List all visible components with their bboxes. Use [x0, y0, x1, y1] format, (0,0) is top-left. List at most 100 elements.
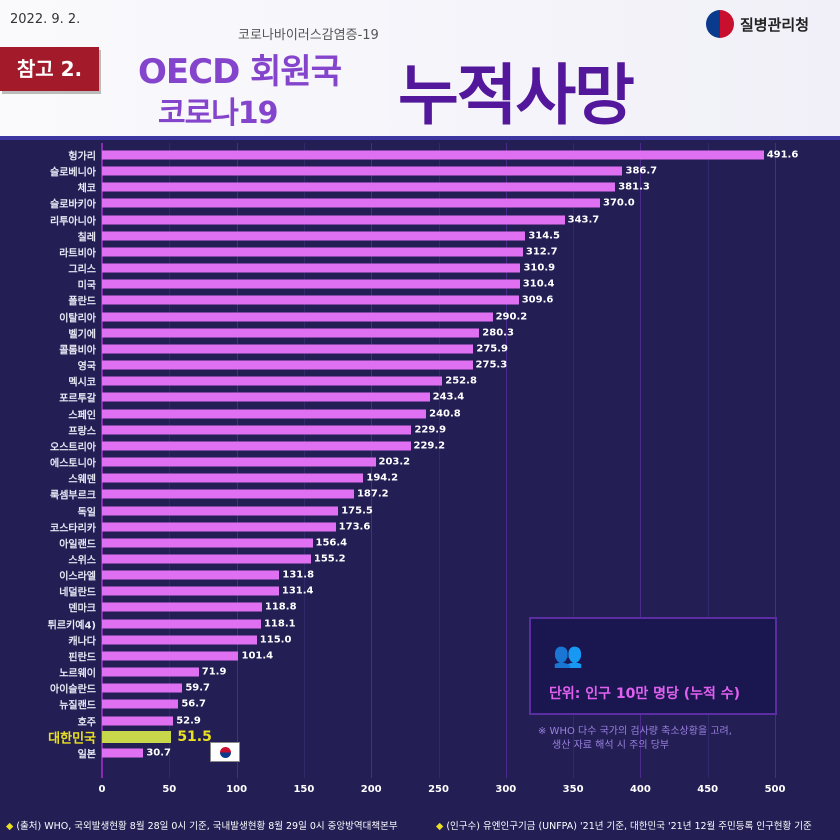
title-line-1: OECD 회원국 [138, 52, 342, 92]
gridline [505, 143, 507, 778]
bar [102, 263, 521, 273]
note: ※ WHO 다수 국가의 검사량 축소상황을 고려, 생산 자료 해석 시 주의… [538, 725, 732, 753]
category-label: 프랑스 [68, 426, 96, 438]
category-label: 노르웨이 [59, 668, 96, 680]
gridline [438, 143, 440, 778]
value-label: 118.8 [264, 601, 297, 613]
bar [102, 247, 523, 257]
x-tick-label: 500 [764, 784, 786, 795]
value-label: 203.2 [378, 456, 411, 468]
gridline [573, 143, 575, 778]
bar [102, 651, 239, 661]
people-icon: 👥 [553, 641, 583, 669]
value-label: 310.9 [523, 262, 556, 274]
bar [102, 150, 764, 160]
bullet-icon: ◆ [6, 821, 14, 832]
category-label: 아일랜드 [59, 539, 96, 551]
value-label: 71.9 [201, 666, 227, 678]
value-label: 252.8 [445, 375, 477, 387]
category-label: 스페인 [68, 410, 96, 422]
category-label: 멕시코 [68, 377, 96, 389]
category-label: 스웨덴 [68, 474, 96, 486]
value-label: 59.7 [185, 682, 211, 694]
bar [102, 570, 280, 580]
bar [102, 328, 480, 338]
category-label: 독일 [77, 507, 96, 519]
value-label: 275.3 [475, 359, 508, 371]
category-label: 벨기에 [68, 329, 96, 341]
value-label: 30.7 [146, 747, 171, 759]
bar [102, 215, 565, 225]
value-label: 381.3 [618, 181, 650, 193]
bar [102, 489, 354, 499]
bar [102, 409, 427, 419]
value-label: 386.7 [625, 165, 658, 177]
date: 2022. 9. 2. [10, 12, 81, 27]
bar [102, 554, 311, 564]
bar [102, 586, 279, 596]
bar [102, 376, 443, 386]
value-label: 275.9 [476, 343, 508, 355]
bar [102, 166, 623, 176]
category-label: 헝가리 [68, 151, 96, 163]
value-label: 101.4 [241, 650, 274, 662]
bar-chart: 헝가리 491.6 슬로베니아 386.7 체코 381.3 슬로바키아 370.0 리투아니아… [0, 143, 840, 803]
category-label: 핀란드 [68, 652, 96, 664]
value-label: 243.4 [432, 391, 465, 403]
category-label: 코스타리카 [50, 523, 96, 535]
category-label: 미국 [77, 280, 96, 292]
x-tick-label: 150 [293, 784, 315, 795]
value-label: 309.6 [521, 294, 554, 306]
agency-logo: 질병관리청 [706, 10, 809, 38]
title-main: 누적사망 [398, 57, 635, 134]
value-label: 155.2 [313, 553, 346, 565]
x-tick-label: 0 [98, 784, 106, 795]
category-label: 에스토니아 [50, 458, 96, 470]
category-label: 콜롬비아 [59, 345, 96, 357]
taegeuk-icon [706, 10, 734, 38]
agency-name: 질병관리청 [740, 15, 810, 34]
value-label: 194.2 [366, 472, 399, 484]
bar [102, 295, 519, 305]
source-text: (출처) WHO, 국외발생현황 8월 28일 0시 기준, 국내발생현황 8월… [16, 821, 398, 832]
note-line-2: 생산 자료 해석 시 주의 당부 [552, 740, 670, 751]
source-note: ◆ (출처) WHO, 국외발생현황 8월 28일 0시 기준, 국내발생현황 … [6, 818, 398, 832]
bar [102, 392, 430, 402]
value-label: 240.8 [429, 408, 461, 420]
bar [102, 716, 174, 726]
bar [102, 312, 493, 322]
category-label: 아이슬란드 [50, 684, 96, 696]
category-label: 라트비아 [59, 248, 96, 260]
gridline [707, 143, 709, 778]
value-label: 314.5 [528, 230, 560, 242]
unit-label: 단위: 인구 10만 명당 (누적 수) [549, 686, 741, 702]
value-label: 131.4 [281, 585, 314, 597]
category-label: 포르투갈 [59, 393, 96, 405]
title-line-2: 코로나19 [158, 96, 279, 131]
gridline [640, 143, 642, 778]
value-label: 310.4 [522, 278, 555, 290]
category-label: 룩셈부르크 [50, 490, 96, 502]
bar [102, 683, 183, 693]
value-label: 229.9 [414, 424, 447, 436]
category-label: 이탈리아 [59, 313, 96, 325]
value-label: 131.8 [282, 569, 315, 581]
category-label: 뉴질랜드 [59, 700, 96, 712]
x-tick-label: 400 [629, 784, 651, 795]
category-label: 캐나다 [68, 636, 96, 648]
value-label: 187.2 [356, 488, 389, 500]
category-label: 그리스 [68, 264, 96, 276]
category-label: 영국 [77, 361, 96, 373]
category-label: 덴마크 [68, 603, 96, 615]
category-label: 칠레 [77, 232, 96, 244]
note-line-1: ※ WHO 다수 국가의 검사량 축소상황을 고려, [538, 726, 732, 737]
category-label: 슬로베니아 [50, 167, 96, 179]
bar [102, 457, 376, 467]
category-label: 폴란드 [68, 296, 96, 308]
x-tick-label: 450 [697, 784, 719, 795]
subtitle: 코로나바이러스감염증-19 [238, 28, 379, 43]
category-label: 이스라엘 [59, 571, 96, 583]
bar [102, 699, 179, 709]
value-label: 229.2 [413, 440, 446, 452]
category-label: 네덜란드 [59, 587, 96, 599]
